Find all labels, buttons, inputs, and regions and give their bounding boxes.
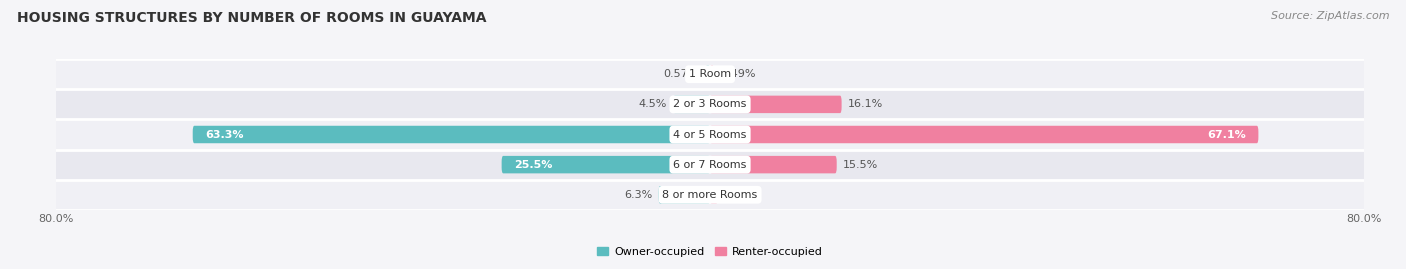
FancyBboxPatch shape	[502, 156, 710, 173]
FancyBboxPatch shape	[710, 186, 718, 203]
FancyBboxPatch shape	[658, 186, 710, 203]
Text: 4.5%: 4.5%	[638, 99, 666, 109]
Text: 0.57%: 0.57%	[664, 69, 699, 79]
Bar	[56, 119, 1364, 150]
FancyBboxPatch shape	[673, 96, 710, 113]
Text: 15.5%: 15.5%	[844, 160, 879, 170]
FancyBboxPatch shape	[710, 96, 842, 113]
FancyBboxPatch shape	[710, 156, 837, 173]
FancyBboxPatch shape	[193, 126, 710, 143]
FancyBboxPatch shape	[710, 66, 714, 83]
Legend: Owner-occupied, Renter-occupied: Owner-occupied, Renter-occupied	[593, 243, 827, 261]
Bar	[56, 150, 1364, 180]
Text: 1 Room: 1 Room	[689, 69, 731, 79]
Text: 0.49%: 0.49%	[720, 69, 756, 79]
FancyBboxPatch shape	[706, 66, 710, 83]
Text: 25.5%: 25.5%	[515, 160, 553, 170]
Text: 8 or more Rooms: 8 or more Rooms	[662, 190, 758, 200]
Text: 67.1%: 67.1%	[1208, 129, 1246, 140]
Text: 4 or 5 Rooms: 4 or 5 Rooms	[673, 129, 747, 140]
Bar	[56, 59, 1364, 89]
Text: 63.3%: 63.3%	[205, 129, 243, 140]
Text: 2 or 3 Rooms: 2 or 3 Rooms	[673, 99, 747, 109]
Text: 16.1%: 16.1%	[848, 99, 883, 109]
Bar	[56, 180, 1364, 210]
Text: 0.96%: 0.96%	[724, 190, 759, 200]
Text: 6.3%: 6.3%	[624, 190, 652, 200]
Text: 6 or 7 Rooms: 6 or 7 Rooms	[673, 160, 747, 170]
Text: Source: ZipAtlas.com: Source: ZipAtlas.com	[1271, 11, 1389, 21]
Text: HOUSING STRUCTURES BY NUMBER OF ROOMS IN GUAYAMA: HOUSING STRUCTURES BY NUMBER OF ROOMS IN…	[17, 11, 486, 25]
FancyBboxPatch shape	[710, 126, 1258, 143]
Bar	[56, 89, 1364, 119]
